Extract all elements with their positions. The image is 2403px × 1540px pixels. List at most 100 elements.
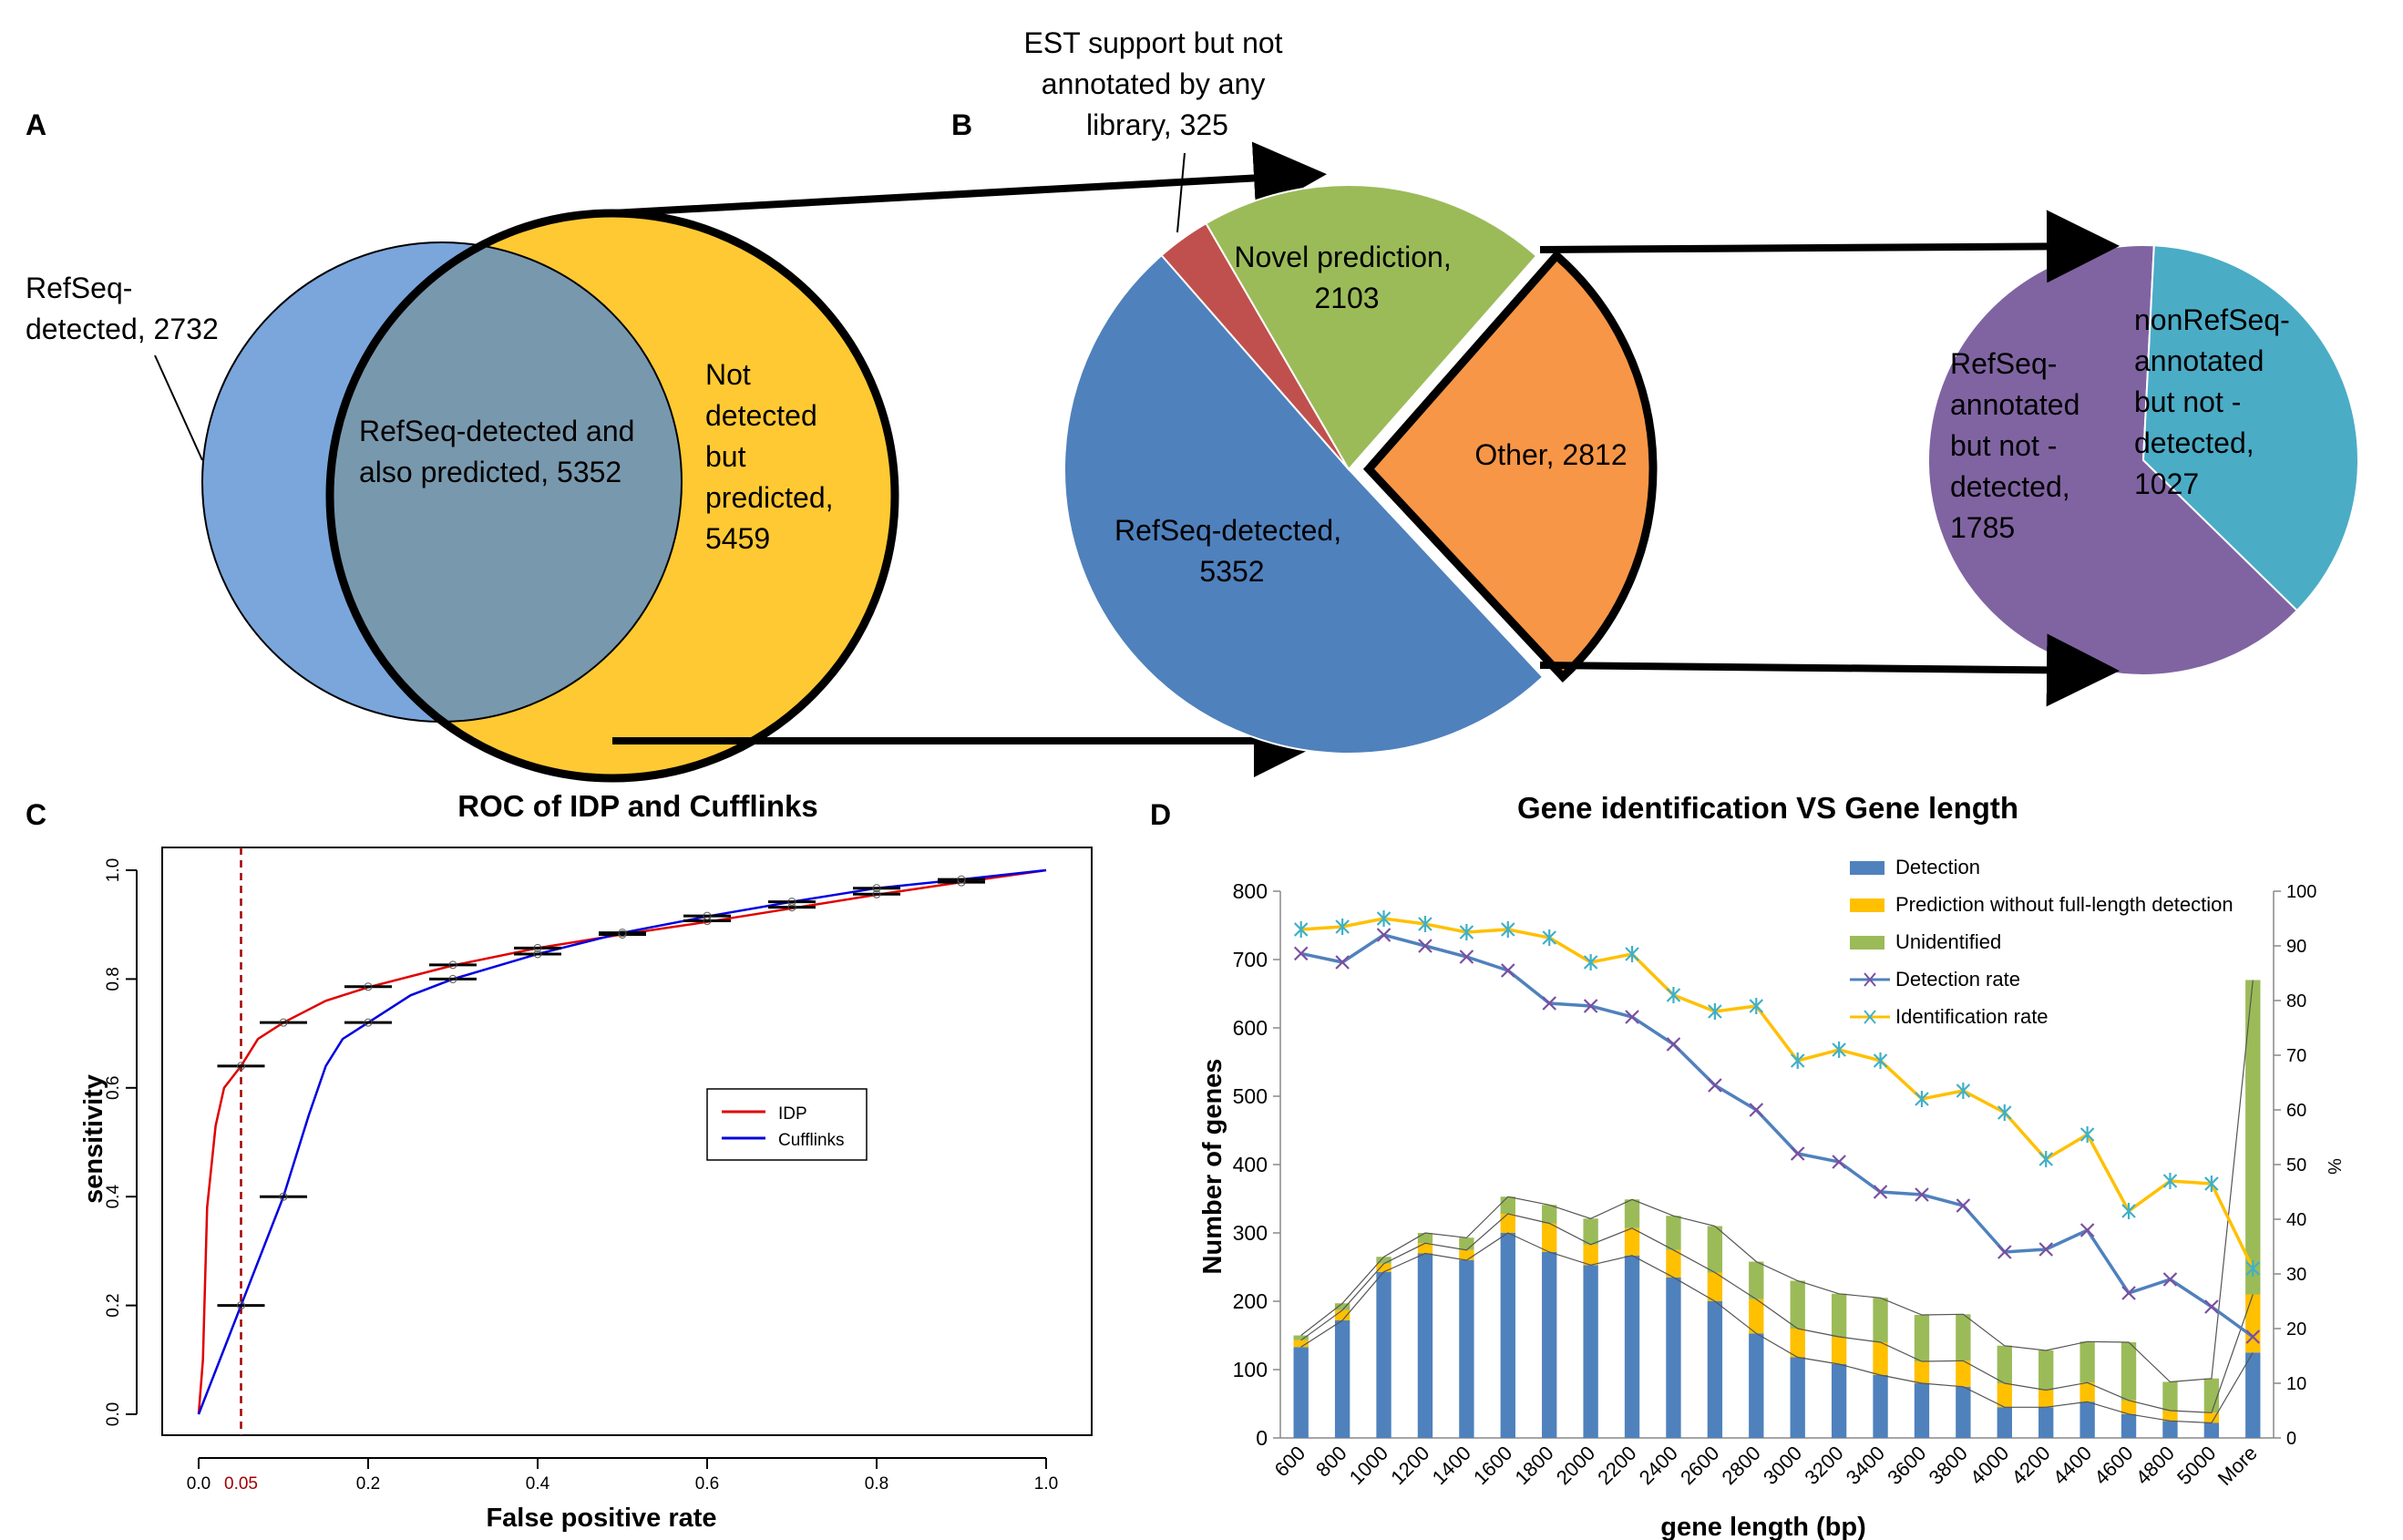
gene-bar-prediction <box>1376 1263 1391 1272</box>
pie-slice-other <box>1362 250 1658 683</box>
pie-label-other: Other, 2812 <box>1474 438 1627 471</box>
gene-bar-unidentified <box>1500 1196 1515 1214</box>
panel-label-a: A <box>26 108 46 141</box>
roc-x-tick-label: 0.2 <box>356 1474 380 1494</box>
roc-title: ROC of IDP and Cufflinks <box>457 789 817 823</box>
gene-bar-unidentified <box>1334 1303 1350 1310</box>
pie2-label-refseq-annotated: RefSeq- annotated but not - detected, 17… <box>1950 347 2088 544</box>
roc-error-bars <box>217 875 985 1310</box>
gene-x-tick-label: 3200 <box>1800 1442 1847 1489</box>
gene-rate-marker <box>1418 939 1433 953</box>
gene-bar-prediction <box>1956 1360 1971 1387</box>
gene-bar-unidentified <box>2121 1342 2137 1401</box>
roc-error-point <box>364 982 373 991</box>
venn-overlap-label: RefSeq-detected and also predicted, 5352 <box>359 415 642 488</box>
gene-line-detection-rate <box>1300 933 2254 1339</box>
venn-right-label-line-4: predicted, <box>705 481 834 514</box>
gene-x-tick-label: 1800 <box>1510 1442 1557 1489</box>
roc-x-tick-label: 0.4 <box>526 1474 550 1494</box>
roc-axes: 0.0 0.2 0.4 0.6 0.8 1.0 0.05 0.0 0.2 0.4 0.6 0.8 1.0 <box>104 858 1058 1494</box>
arrow-b-to-breakdown-top <box>1539 210 2120 283</box>
roc-curve-idp <box>197 868 1047 1415</box>
gene-chart-bars <box>1293 980 2261 1438</box>
gene-bar-unidentified <box>2080 1341 2095 1383</box>
roc-legend-idp-label: IDP <box>778 1104 807 1124</box>
gene-rate-marker <box>1459 950 1474 964</box>
gene-bar-unidentified <box>1666 1216 1681 1250</box>
pie2-label-nonrefseq-line-5: 1027 <box>2134 467 2199 500</box>
gene-rate-marker <box>1583 999 1598 1013</box>
gene-rate-marker <box>1335 955 1350 970</box>
pie2-label-nonrefseq-line-1: nonRefSeq- <box>2134 303 2290 336</box>
gene-bar-prediction <box>1997 1383 2012 1408</box>
gene-bar-detection <box>1914 1383 1930 1438</box>
gene-x-tick-label: 2000 <box>1552 1442 1599 1489</box>
pie2-label-refseq-annotated-line-1: RefSeq- <box>1950 347 2057 380</box>
gene-bar-prediction <box>1417 1243 1433 1254</box>
gene-rate-marker <box>2121 1286 2136 1300</box>
gene-bar-detection <box>1417 1253 1433 1438</box>
gene-rate-marker <box>2080 1223 2095 1237</box>
roc-legend: IDP Cufflinks <box>706 1088 868 1161</box>
gene-y2-tick-label: 90 <box>2286 937 2306 957</box>
gene-bar-unidentified <box>1376 1257 1391 1264</box>
gene-legend-label: Detection <box>1895 856 1980 878</box>
gene-bar-detection <box>2203 1422 2220 1438</box>
gene-y-tick-label: 0 <box>1256 1426 1268 1450</box>
gene-bar-unidentified <box>1873 1298 1888 1342</box>
gene-bar-detection <box>1749 1333 1764 1438</box>
gene-bar-detection <box>1997 1407 2012 1438</box>
roc-error-point <box>787 898 796 907</box>
venn-left-label-line-2: detected, 2732 <box>26 313 219 345</box>
gene-bar-prediction <box>1542 1223 1557 1252</box>
gene-x-tick-label: 4200 <box>2007 1442 2054 1489</box>
gene-bar-prediction <box>1749 1299 1764 1334</box>
gene-bar-detection <box>1831 1364 1847 1438</box>
gene-bar-prediction <box>1624 1227 1640 1256</box>
roc-plot-frame <box>161 847 1093 1436</box>
gene-y2-tick-label: 40 <box>2286 1210 2306 1230</box>
gene-y-tick-label: 500 <box>1233 1084 1268 1108</box>
panel-label-d: D <box>1150 798 1171 831</box>
gene-legend-swatch <box>1850 936 1884 950</box>
gene-y2-tick-label: 0 <box>2286 1429 2296 1449</box>
pie2-label-refseq-annotated-line-3: but not - <box>1950 429 2057 462</box>
gene-bar-prediction <box>1831 1337 1847 1364</box>
gene-bar-unidentified <box>2162 1381 2178 1411</box>
gene-y2-tick-label: 20 <box>2286 1319 2306 1340</box>
gene-bar-unidentified <box>1583 1218 1598 1245</box>
gene-bar-unidentified <box>2245 980 2261 1295</box>
gene-bar-detection <box>1293 1347 1309 1438</box>
gene-y2-tick-label: 50 <box>2286 1155 2306 1176</box>
roc-error-point <box>872 889 881 898</box>
pie2-label-refseq-annotated-line-5: 1785 <box>1950 511 2015 544</box>
pie-slice-novel-prediction <box>1205 184 1538 471</box>
gene-x-tick-label: 2400 <box>1635 1442 1682 1489</box>
gene-rate-marker <box>1376 928 1391 942</box>
gene-chart-axes: 0 100 200 300 400 500 600 700 800 0 10 20 30 40 50 60 70… <box>1233 879 2317 1490</box>
pie2-slice-nonrefseq-annotated <box>2141 244 2359 612</box>
gene-bar-unidentified <box>2203 1378 2220 1413</box>
gene-x-tick-label: 4400 <box>2049 1442 2096 1489</box>
gene-rate-marker <box>2038 1242 2053 1257</box>
gene-bar-prediction <box>2038 1390 2054 1408</box>
gene-x-tick-label: 3800 <box>1925 1442 1972 1489</box>
pie-label-est-line-3: library, 325 <box>1086 108 1228 141</box>
gene-y2-tick-label: 10 <box>2286 1374 2306 1394</box>
roc-error-point <box>533 950 542 959</box>
gene-bar-detection <box>2121 1413 2137 1438</box>
roc-x-tick-label: 1.0 <box>1034 1474 1058 1494</box>
gene-bar-unidentified <box>1707 1226 1723 1273</box>
gene-bar-prediction <box>1666 1249 1681 1278</box>
gene-bar-prediction <box>2080 1382 2095 1402</box>
gene-bar-unidentified <box>1914 1315 1930 1361</box>
gene-stack-connector <box>1300 980 2254 1383</box>
pie-label-refseq-line-2: 5352 <box>1199 555 1264 588</box>
roc-error-point <box>533 943 542 952</box>
venn-left-label: RefSeq- detected, 2732 <box>26 272 219 345</box>
gene-bar-unidentified <box>1624 1199 1640 1228</box>
venn-left-leader-line <box>154 354 203 461</box>
gene-rate-marker <box>1501 963 1515 978</box>
gene-bar-detection <box>1583 1265 1598 1438</box>
